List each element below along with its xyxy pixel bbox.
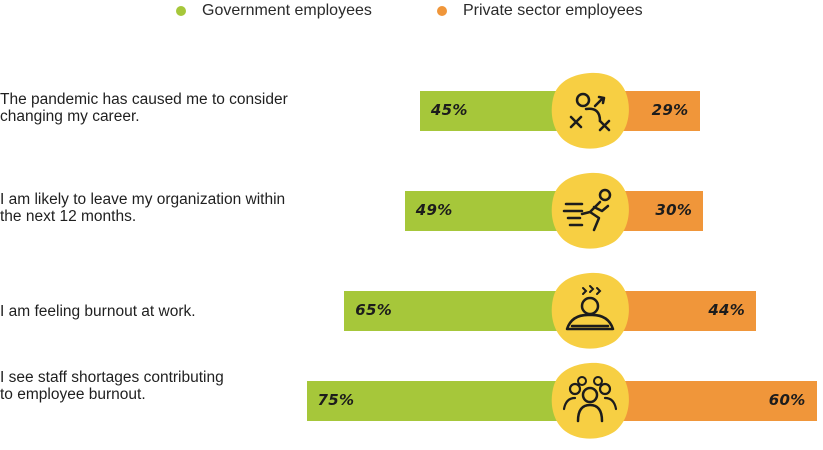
legend: Government employees Private sector empl… bbox=[0, 0, 823, 24]
legend-label-private: Private sector employees bbox=[463, 2, 643, 19]
strategy-playbook-icon bbox=[550, 71, 630, 151]
chart-row: I am feeling burnout at work. 65% 44% bbox=[0, 267, 823, 357]
legend-item-private: Private sector employees bbox=[437, 0, 643, 22]
legend-item-government: Government employees bbox=[176, 0, 372, 22]
row-question: I see staff shortages contributing to emp… bbox=[0, 369, 320, 403]
chart-row: I see staff shortages contributing to emp… bbox=[0, 357, 823, 447]
bar-label-government: 65% bbox=[355, 301, 393, 319]
legend-label-government: Government employees bbox=[202, 2, 372, 19]
row-question-line-1: I am likely to leave my organization wit… bbox=[0, 191, 286, 208]
row-question-line-1: I am feeling burnout at work. bbox=[0, 303, 196, 320]
row-question: The pandemic has caused me to consider ch… bbox=[0, 91, 320, 125]
burnout-person-icon bbox=[550, 271, 630, 351]
row-question-line-2: changing my career. bbox=[0, 108, 140, 125]
chart-row: The pandemic has caused me to consider ch… bbox=[0, 67, 823, 157]
row-question: I am feeling burnout at work. bbox=[0, 303, 320, 320]
bar-label-private: 44% bbox=[708, 301, 746, 319]
row-question-line-1: The pandemic has caused me to consider bbox=[0, 91, 288, 108]
row-question: I am likely to leave my organization wit… bbox=[0, 191, 320, 225]
row-question-line-1: I see staff shortages contributing bbox=[0, 369, 224, 386]
bar-label-government: 75% bbox=[317, 391, 355, 409]
bar-label-government: 49% bbox=[415, 201, 453, 219]
bar-government bbox=[306, 381, 590, 421]
bar-government bbox=[344, 291, 590, 331]
chart-row: I am likely to leave my organization wit… bbox=[0, 167, 823, 257]
row-question-line-2: to employee burnout. bbox=[0, 386, 146, 403]
bar-label-government: 45% bbox=[430, 101, 468, 119]
running-person-icon bbox=[550, 171, 630, 251]
bar-label-private: 30% bbox=[655, 201, 693, 219]
bar-label-private: 29% bbox=[651, 101, 689, 119]
legend-swatch-government bbox=[176, 6, 186, 16]
bar-label-private: 60% bbox=[768, 391, 806, 409]
legend-swatch-private bbox=[437, 6, 447, 16]
group-of-people-icon bbox=[550, 361, 630, 441]
row-question-line-2: the next 12 months. bbox=[0, 208, 137, 225]
